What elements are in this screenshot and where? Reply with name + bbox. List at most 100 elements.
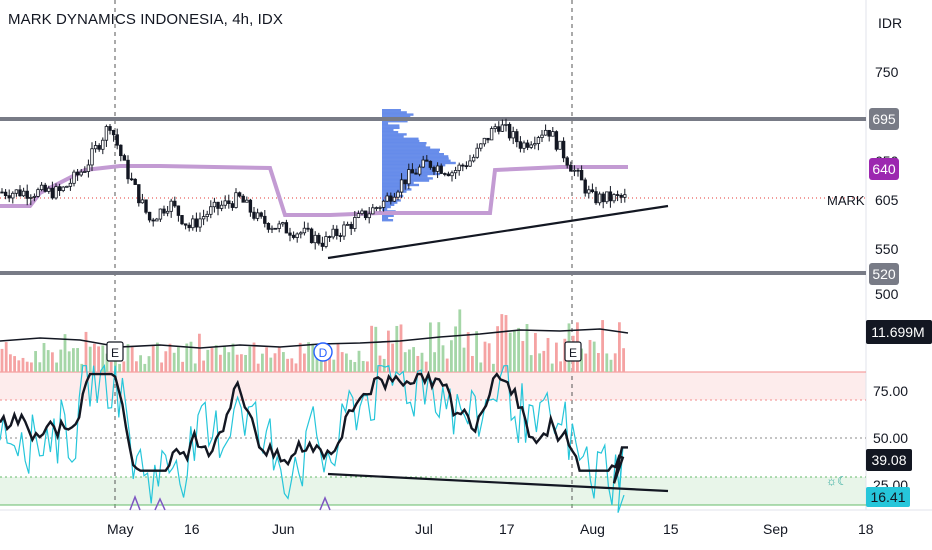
candle	[349, 223, 353, 229]
volume-bar	[521, 341, 525, 372]
volume-bar	[21, 357, 25, 372]
candle	[453, 170, 458, 174]
svg-text:520: 520	[872, 266, 896, 282]
rsi-tick-75: 75.00	[873, 383, 908, 399]
price-tick-550: 550	[875, 241, 899, 257]
volume-bar	[219, 354, 222, 372]
rsi-divergence-marks	[129, 494, 331, 511]
candle	[140, 199, 145, 204]
candle	[97, 145, 101, 150]
volume-bar	[466, 332, 470, 372]
volume-profile-row	[382, 159, 451, 162]
volume-bar	[597, 353, 600, 372]
candle	[450, 172, 454, 177]
volume-bar	[235, 354, 239, 372]
candle	[151, 219, 155, 222]
candle	[504, 123, 508, 126]
candle	[158, 208, 163, 220]
candle	[320, 242, 325, 247]
rsi-fast-line	[0, 364, 625, 513]
volume-bar	[559, 361, 562, 372]
volume-bar	[618, 322, 621, 372]
candle	[515, 131, 519, 143]
volume-bar	[492, 363, 495, 372]
volume-bar	[51, 352, 54, 372]
volume-bar	[55, 362, 58, 372]
volume-bar	[9, 354, 12, 372]
candle	[576, 169, 580, 172]
volume-bar	[324, 356, 327, 372]
candle	[533, 143, 537, 146]
volume-bar	[525, 324, 529, 372]
time-tick-16: 16	[184, 521, 200, 537]
volume-profile-row	[382, 153, 444, 156]
candle	[335, 228, 339, 236]
candle	[295, 233, 299, 238]
rsi-support-trendline	[327, 472, 669, 493]
volume-profile-row	[382, 175, 428, 178]
volume-bar	[181, 361, 184, 372]
volume-profile-row	[382, 157, 449, 160]
candle	[479, 143, 483, 149]
volume-bar	[403, 352, 407, 372]
event-marker-earnings-may[interactable]: E	[106, 341, 124, 362]
volume-bar	[135, 361, 138, 372]
volume-bar	[340, 352, 344, 372]
candle	[176, 205, 181, 216]
candle	[241, 195, 245, 203]
volume-bar	[332, 359, 336, 372]
volume-bar	[214, 345, 218, 372]
candle	[108, 126, 112, 131]
candle	[597, 193, 602, 204]
volume-bar	[206, 349, 210, 372]
volume-profile-row	[382, 137, 419, 140]
volume-bar	[529, 355, 533, 372]
event-marker-earnings-aug[interactable]: E	[564, 341, 582, 362]
volume-bar	[311, 343, 315, 372]
volume-bar	[361, 360, 365, 372]
volume-bar	[441, 345, 445, 372]
candle	[612, 194, 616, 202]
volume-profile-row	[382, 144, 426, 147]
candle	[111, 129, 116, 136]
candle	[623, 194, 627, 198]
volume-bar	[198, 333, 201, 372]
candle	[407, 169, 411, 185]
candle	[39, 184, 44, 191]
candle	[255, 212, 260, 219]
candle	[183, 223, 188, 226]
price-tick-750: 750	[875, 64, 899, 80]
candle	[119, 144, 123, 157]
candle	[147, 211, 152, 221]
candle	[317, 234, 321, 244]
volume-bar	[156, 342, 159, 372]
candle	[396, 191, 400, 198]
volume-bar	[122, 361, 126, 372]
volume-bar	[374, 326, 378, 372]
volume-bars	[0, 309, 625, 372]
candle	[54, 186, 58, 199]
volume-profile-row	[382, 135, 404, 138]
candle	[252, 211, 256, 219]
volume-bar	[609, 359, 613, 372]
candle	[565, 157, 569, 166]
volume-bar	[97, 346, 100, 372]
volume-bar	[13, 356, 16, 372]
candle	[525, 142, 530, 148]
candle	[608, 191, 613, 202]
candle	[216, 201, 220, 209]
volume-bar	[25, 361, 29, 372]
event-marker-dividend-jun[interactable]: D	[313, 342, 333, 362]
candle	[263, 215, 267, 224]
candle	[324, 236, 328, 247]
candle	[522, 142, 526, 149]
volume-profile-row	[382, 122, 389, 125]
candle	[299, 232, 303, 235]
volume-bar	[416, 355, 420, 372]
session-icon[interactable]: ☼☾	[826, 474, 848, 488]
volume-bar	[508, 332, 512, 372]
volume-bar	[46, 350, 50, 372]
candle	[367, 213, 371, 219]
candle	[306, 227, 310, 230]
